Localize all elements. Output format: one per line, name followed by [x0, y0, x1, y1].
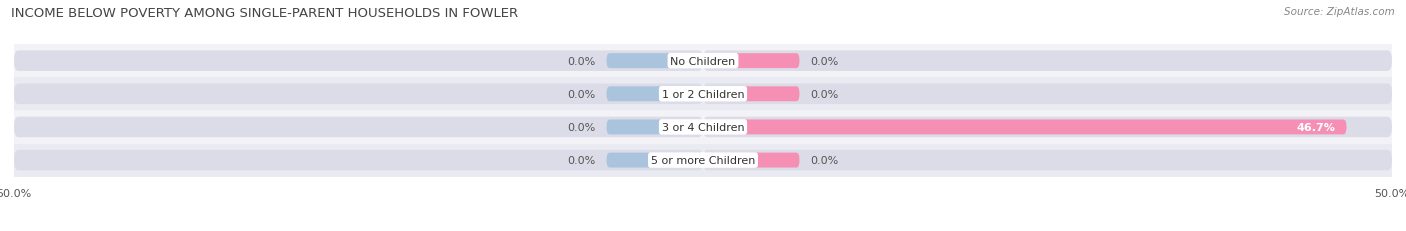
FancyBboxPatch shape: [703, 54, 800, 69]
Bar: [14, 78, 1392, 111]
Text: 3 or 4 Children: 3 or 4 Children: [662, 122, 744, 132]
FancyBboxPatch shape: [703, 120, 1347, 135]
FancyBboxPatch shape: [703, 150, 1392, 171]
FancyBboxPatch shape: [703, 87, 800, 102]
FancyBboxPatch shape: [703, 117, 1392, 138]
FancyBboxPatch shape: [14, 117, 703, 138]
FancyBboxPatch shape: [14, 51, 703, 72]
FancyBboxPatch shape: [606, 87, 703, 102]
Text: 0.0%: 0.0%: [567, 122, 596, 132]
FancyBboxPatch shape: [14, 84, 703, 105]
FancyBboxPatch shape: [14, 150, 703, 171]
Bar: [14, 144, 1392, 177]
Text: 5 or more Children: 5 or more Children: [651, 155, 755, 165]
Text: Source: ZipAtlas.com: Source: ZipAtlas.com: [1284, 7, 1395, 17]
Text: 0.0%: 0.0%: [567, 89, 596, 99]
Bar: [14, 111, 1392, 144]
FancyBboxPatch shape: [703, 153, 800, 168]
Text: 0.0%: 0.0%: [810, 155, 839, 165]
FancyBboxPatch shape: [606, 120, 703, 135]
Text: 46.7%: 46.7%: [1296, 122, 1336, 132]
Bar: [14, 45, 1392, 78]
Text: 0.0%: 0.0%: [810, 89, 839, 99]
Text: 1 or 2 Children: 1 or 2 Children: [662, 89, 744, 99]
Text: 0.0%: 0.0%: [810, 56, 839, 66]
FancyBboxPatch shape: [606, 54, 703, 69]
FancyBboxPatch shape: [703, 51, 1392, 72]
Text: 0.0%: 0.0%: [567, 56, 596, 66]
FancyBboxPatch shape: [703, 84, 1392, 105]
Text: INCOME BELOW POVERTY AMONG SINGLE-PARENT HOUSEHOLDS IN FOWLER: INCOME BELOW POVERTY AMONG SINGLE-PARENT…: [11, 7, 519, 20]
Text: 0.0%: 0.0%: [567, 155, 596, 165]
Text: No Children: No Children: [671, 56, 735, 66]
FancyBboxPatch shape: [606, 153, 703, 168]
